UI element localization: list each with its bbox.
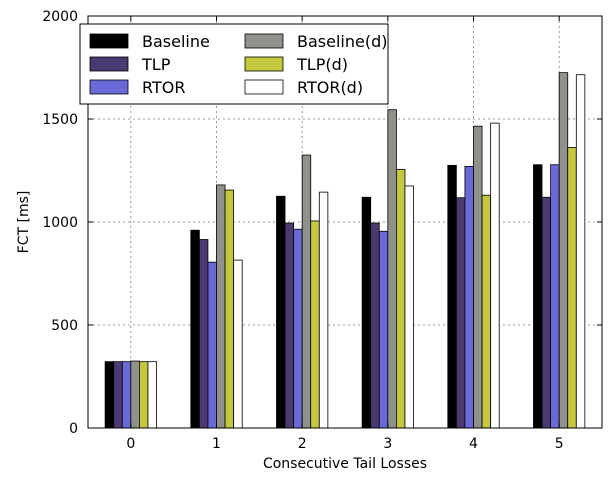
x-axis-ticks: 0 1 2 3 4 5 (126, 16, 564, 452)
bar-baseline (447, 164, 457, 429)
bar-baseline (190, 229, 200, 429)
bar-tlp-d- (395, 169, 406, 429)
legend-swatch (89, 33, 129, 49)
bar-tlp-d- (310, 220, 320, 429)
y-axis-label: FCT [ms] (16, 191, 32, 254)
bar-tlp (198, 239, 209, 429)
x-axis-label: Consecutive Tail Losses (263, 456, 427, 472)
legend-label: TLP(d) (296, 55, 348, 74)
bar-rtor (550, 164, 560, 429)
x-tick-label: 4 (469, 436, 478, 452)
bar-rtor-d- (318, 191, 329, 429)
legend-label: RTOR(d) (297, 78, 363, 97)
bar-rtor (207, 261, 217, 429)
bar-tlp-d- (138, 361, 149, 429)
bar-rtor-d- (233, 259, 243, 429)
bar-baseline (533, 164, 543, 429)
legend-box (79, 23, 389, 105)
legend-swatch (244, 56, 284, 72)
bar-tlp (455, 197, 466, 429)
bar-tlp-d- (567, 147, 577, 429)
legend-label: Baseline (142, 32, 210, 51)
x-tick-label: 0 (126, 436, 135, 452)
bar-rtor (464, 165, 474, 429)
y-tick-label: 2000 (42, 9, 78, 25)
y-tick-label: 1500 (42, 112, 78, 128)
y-tick-label: 500 (51, 318, 78, 334)
bar-tlp (284, 222, 294, 429)
bar-baseline (361, 196, 372, 429)
legend-swatch (89, 79, 129, 95)
bar-rtor-d- (147, 361, 157, 429)
bar-baseline-d- (130, 360, 140, 429)
bar-baseline-d- (216, 184, 226, 429)
legend-label: TLP (141, 55, 171, 74)
bar-rtor-d- (490, 122, 500, 429)
legend-swatch (89, 56, 129, 72)
bars (104, 72, 586, 429)
y-axis-ticks: 0 500 1000 1500 2000 (42, 9, 602, 437)
bar-tlp (541, 196, 551, 429)
bar-rtor-d- (404, 185, 414, 429)
legend: Baseline TLP RTOR Baseline(d) TLP(d) RTOR(d) (79, 23, 389, 105)
y-tick-label: 0 (69, 421, 78, 437)
x-tick-label: 3 (383, 436, 392, 452)
x-tick-label: 1 (212, 436, 221, 452)
bar-baseline-d- (387, 109, 397, 429)
x-tick-label: 5 (555, 436, 564, 452)
bar-rtor (293, 228, 303, 429)
bar-tlp-d- (481, 194, 492, 429)
legend-label: RTOR (142, 78, 185, 97)
x-tick-label: 2 (298, 436, 307, 452)
bar-tlp-d- (224, 189, 235, 429)
bar-baseline (276, 195, 286, 429)
bar-rtor (121, 361, 132, 429)
legend-swatch (244, 79, 284, 95)
bar-tlp (113, 361, 123, 429)
bar-baseline (104, 361, 115, 429)
bar-baseline-d- (473, 125, 483, 429)
bar-rtor-d- (575, 74, 586, 429)
y-tick-label: 1000 (42, 215, 78, 231)
legend-label: Baseline(d) (297, 32, 387, 51)
bar-baseline-d- (301, 154, 312, 429)
legend-swatch (244, 33, 284, 49)
bar-rtor (378, 230, 389, 429)
bar-tlp (370, 222, 380, 429)
bar-baseline-d- (558, 72, 569, 429)
